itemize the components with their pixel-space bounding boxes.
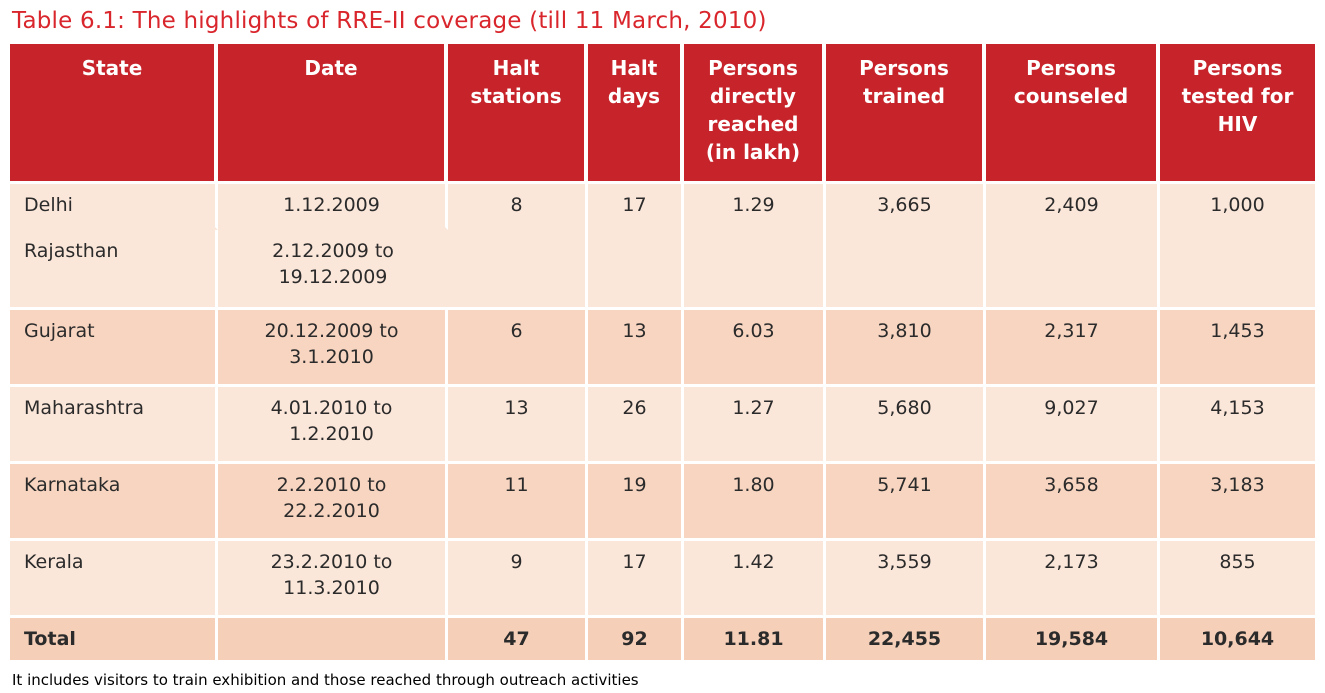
rre-coverage-table: State Date Halt stations Halt days Perso…	[10, 44, 1315, 664]
cell-date: 23.2.2010 to 11.3.2010	[218, 540, 448, 618]
cell-persons-counseled: 2,173	[986, 540, 1160, 618]
cell-persons-counseled: 3,658	[986, 463, 1160, 541]
header-row: State Date Halt stations Halt days Perso…	[10, 44, 1315, 184]
cell-persons-reached: 1.27	[684, 386, 826, 464]
table-footnote: It includes visitors to train exhibition…	[12, 671, 639, 690]
cell-halt-stations: 9	[448, 540, 588, 618]
cell-state: Karnataka	[10, 463, 218, 541]
cell-persons-trained: 3,810	[826, 309, 986, 387]
cell-halt-days: 26	[588, 386, 684, 464]
cell-total-halt-stations: 47	[448, 617, 588, 664]
cell-state: Delhi	[10, 184, 218, 230]
col-header-date: Date	[218, 44, 448, 184]
col-header-halt-days: Halt days	[588, 44, 684, 184]
cell-persons-trained: 3,665	[826, 184, 986, 310]
cell-halt-stations: 11	[448, 463, 588, 541]
cell-persons-tested: 1,000	[1160, 184, 1315, 310]
cell-state: Gujarat	[10, 309, 218, 387]
cell-total-persons-tested: 10,644	[1160, 617, 1315, 664]
cell-total-persons-counseled: 19,584	[986, 617, 1160, 664]
cell-persons-tested: 855	[1160, 540, 1315, 618]
col-header-persons-counseled: Persons counseled	[986, 44, 1160, 184]
cell-halt-days: 17	[588, 184, 684, 310]
table-row-total: Total 47 92 11.81 22,455 19,584 10,644	[10, 617, 1315, 664]
cell-persons-tested: 3,183	[1160, 463, 1315, 541]
cell-date: 2.2.2010 to 22.2.2010	[218, 463, 448, 541]
table-row-kerala: Kerala 23.2.2010 to 11.3.2010 9 17 1.42 …	[10, 540, 1315, 618]
cell-persons-trained: 3,559	[826, 540, 986, 618]
cell-total-label: Total	[10, 617, 218, 664]
cell-date: 1.12.2009	[218, 184, 448, 230]
col-header-state: State	[10, 44, 218, 184]
cell-state: Maharashtra	[10, 386, 218, 464]
col-header-halt-stations: Halt stations	[448, 44, 588, 184]
cell-halt-stations: 6	[448, 309, 588, 387]
cell-state: Kerala	[10, 540, 218, 618]
cell-persons-counseled: 2,409	[986, 184, 1160, 310]
cell-total-persons-trained: 22,455	[826, 617, 986, 664]
col-header-persons-reached: Persons directly reached (in lakh)	[684, 44, 826, 184]
cell-persons-tested: 4,153	[1160, 386, 1315, 464]
table-title: Table 6.1: The highlights of RRE-II cove…	[12, 8, 767, 34]
cell-date: 4.01.2010 to 1.2.2010	[218, 386, 448, 464]
table-row-karnataka: Karnataka 2.2.2010 to 22.2.2010 11 19 1.…	[10, 463, 1315, 541]
cell-persons-reached: 1.42	[684, 540, 826, 618]
cell-halt-days: 13	[588, 309, 684, 387]
cell-persons-tested: 1,453	[1160, 309, 1315, 387]
cell-persons-reached: 6.03	[684, 309, 826, 387]
cell-halt-days: 19	[588, 463, 684, 541]
cell-halt-stations: 8	[448, 184, 588, 310]
cell-persons-trained: 5,741	[826, 463, 986, 541]
table-row-gujarat: Gujarat 20.12.2009 to 3.1.2010 6 13 6.03…	[10, 309, 1315, 387]
cell-persons-trained: 5,680	[826, 386, 986, 464]
table-row-maharashtra: Maharashtra 4.01.2010 to 1.2.2010 13 26 …	[10, 386, 1315, 464]
cell-halt-days: 17	[588, 540, 684, 618]
cell-halt-stations: 13	[448, 386, 588, 464]
table-row-rajasthan: Rajasthan 2.12.2009 to 19.12.2009	[10, 229, 1315, 310]
col-header-persons-trained: Persons trained	[826, 44, 986, 184]
cell-date-empty	[218, 617, 448, 664]
cell-persons-counseled: 9,027	[986, 386, 1160, 464]
cell-date: 20.12.2009 to 3.1.2010	[218, 309, 448, 387]
table-row-delhi: Delhi 1.12.2009 8 17 1.29 3,665 2,409 1,…	[10, 184, 1315, 310]
cell-state: Rajasthan	[10, 229, 218, 310]
cell-total-halt-days: 92	[588, 617, 684, 664]
cell-total-persons-reached: 11.81	[684, 617, 826, 664]
cell-persons-counseled: 2,317	[986, 309, 1160, 387]
cell-date: 2.12.2009 to 19.12.2009	[218, 229, 448, 310]
cell-persons-reached: 1.29	[684, 184, 826, 310]
cell-persons-reached: 1.80	[684, 463, 826, 541]
col-header-persons-tested: Persons tested for HIV	[1160, 44, 1315, 184]
